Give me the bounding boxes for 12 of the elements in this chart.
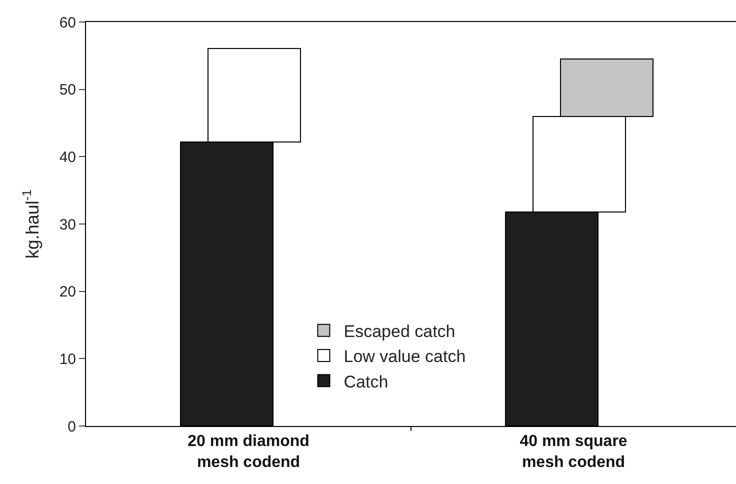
y-tick-label: 50 (59, 82, 76, 99)
y-tick-label: 60 (59, 14, 76, 32)
y-tick-label: 30 (59, 216, 76, 234)
y-tick-label: 20 (59, 284, 76, 301)
y-tick-label: 40 (59, 148, 76, 166)
y-tick-label: 10 (59, 350, 76, 368)
x-tick-label: 40 mm square mesh codend (520, 433, 628, 471)
y-tick-label: 0 (68, 418, 76, 436)
legend-label: Low value catch (344, 347, 466, 366)
legend-label: Escaped catch (344, 322, 456, 342)
legend-label: Catch (344, 372, 388, 392)
x-tick-label: 20 mm diamond mesh codend (188, 433, 310, 471)
